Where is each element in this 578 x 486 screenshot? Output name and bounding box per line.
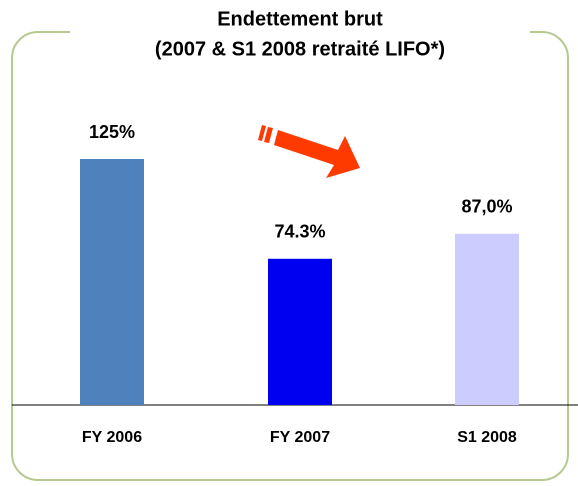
- chart-title: Endettement brut: [217, 8, 383, 30]
- x-tick-label: S1 2008: [457, 429, 517, 446]
- x-tick-label: FY 2007: [270, 429, 330, 446]
- frame-gap: [70, 20, 530, 44]
- x-tick-label: FY 2006: [82, 429, 142, 446]
- bar: [455, 233, 519, 405]
- bar: [268, 258, 332, 405]
- bar: [80, 159, 144, 405]
- value-label: 87,0%: [461, 197, 512, 217]
- value-label: 74.3%: [274, 222, 325, 242]
- chart-subtitle: (2007 & S1 2008 retraité LIFO*): [155, 38, 445, 60]
- value-label: 125%: [89, 122, 135, 142]
- trend-arrow: [258, 125, 360, 178]
